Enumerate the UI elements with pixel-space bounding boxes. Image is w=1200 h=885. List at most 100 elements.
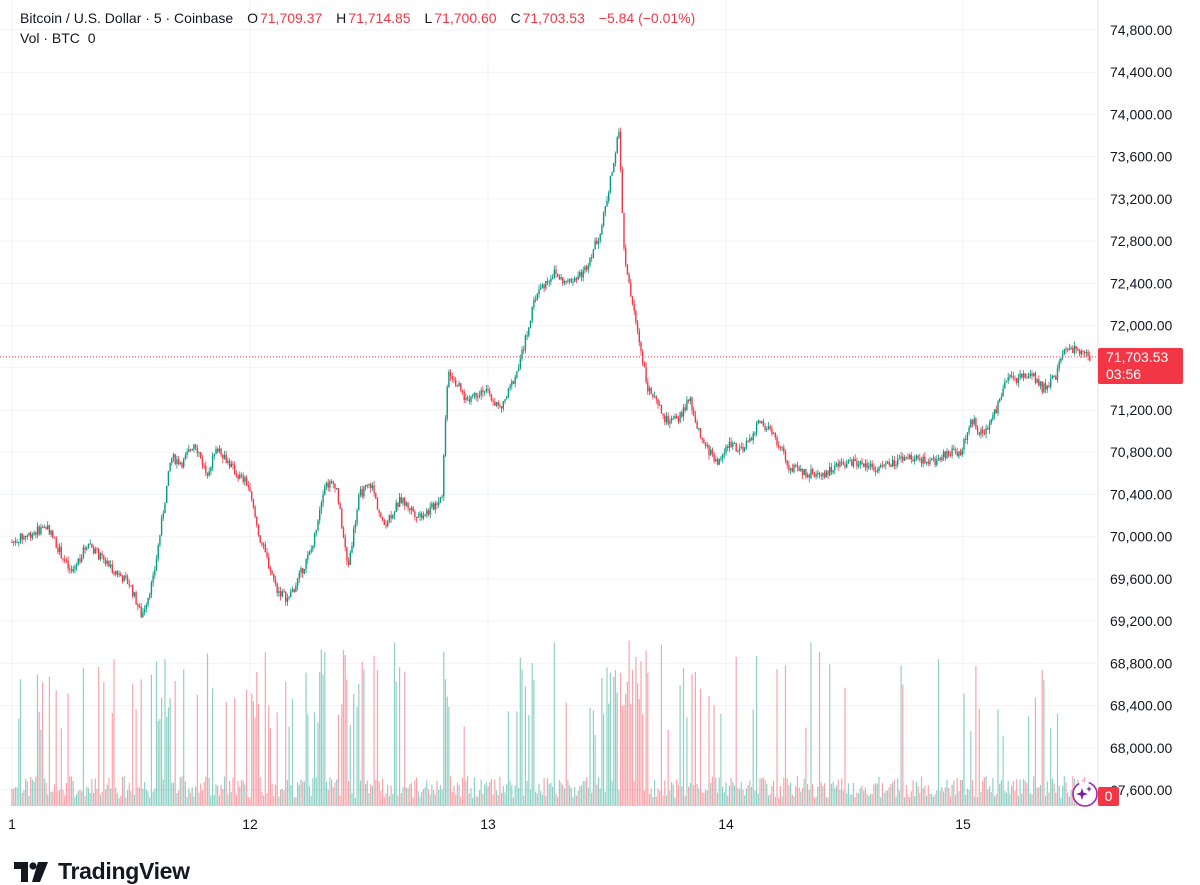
volume-bar xyxy=(295,796,297,806)
volume-bar xyxy=(25,778,27,806)
candle-body xyxy=(936,459,938,465)
candle-body xyxy=(75,564,78,567)
volume-bar xyxy=(366,780,368,806)
candle-body xyxy=(254,507,256,517)
candle-body xyxy=(366,485,368,487)
volume-bar xyxy=(766,783,768,806)
candle-body xyxy=(993,409,996,415)
candle-body xyxy=(451,376,453,379)
volume-bar xyxy=(314,712,316,806)
volume-bar xyxy=(977,797,979,806)
candle-body xyxy=(886,461,889,464)
candle-body xyxy=(298,572,300,579)
tradingview-branding[interactable]: TradingView xyxy=(14,858,190,885)
candle-body xyxy=(640,342,642,352)
candle-body xyxy=(235,474,238,476)
symbol-title[interactable]: Bitcoin / U.S. Dollar · 5 · Coinbase xyxy=(20,10,234,26)
candle-body xyxy=(871,463,873,468)
candle-body xyxy=(519,358,521,369)
volume-bar xyxy=(875,782,877,806)
candle-body xyxy=(1084,351,1086,354)
candle-body xyxy=(657,399,659,405)
candle-body xyxy=(900,456,902,459)
volume-bar xyxy=(597,777,600,806)
volume-bar xyxy=(142,788,144,806)
volume-bar xyxy=(818,651,821,806)
candle-body xyxy=(364,485,367,487)
volume-bar xyxy=(47,794,49,806)
volume-bar xyxy=(762,777,764,806)
volume-bar xyxy=(512,797,515,806)
volume-bar xyxy=(205,776,207,806)
volume-bar xyxy=(645,650,647,806)
candle-body xyxy=(285,592,287,602)
volume-bar xyxy=(830,783,832,806)
candle-body xyxy=(579,272,581,276)
volume-bar xyxy=(1058,785,1060,806)
candle-body xyxy=(829,467,831,476)
candle-body xyxy=(456,385,459,387)
magic-sparkle-icon[interactable] xyxy=(1071,780,1099,808)
volume-bar xyxy=(334,782,336,806)
candle-body xyxy=(121,576,124,582)
candle-body xyxy=(737,450,739,452)
candle-body xyxy=(138,606,141,608)
volume-bar xyxy=(990,792,992,806)
candle-body xyxy=(200,452,202,459)
volume-bar xyxy=(399,667,401,806)
candle-body xyxy=(349,552,351,565)
candle-body xyxy=(577,275,579,280)
candle-body xyxy=(244,477,246,482)
change-value: −5.84 (−0.01%) xyxy=(598,10,696,26)
volume-bar xyxy=(193,796,195,806)
candle-body xyxy=(116,571,119,575)
volume-bar xyxy=(586,777,588,806)
volume-bar xyxy=(431,784,433,806)
volume-bar xyxy=(776,669,778,806)
volume-bar xyxy=(434,794,436,806)
candle-body xyxy=(681,412,683,417)
volume-bar xyxy=(849,794,851,806)
candle-body xyxy=(176,459,178,464)
time-axis[interactable]: 1 12 13 14 15 xyxy=(8,816,971,832)
volume-bar xyxy=(603,713,605,806)
candle-body xyxy=(704,442,707,446)
candle-body xyxy=(555,269,557,274)
candle-body xyxy=(626,264,629,275)
candle-body xyxy=(186,451,188,456)
candle-body xyxy=(954,450,957,453)
volume-bar xyxy=(856,792,858,806)
candle-body xyxy=(125,575,127,578)
volume-bar xyxy=(813,797,815,806)
candle-body xyxy=(946,451,948,459)
volume-bar xyxy=(162,779,164,806)
volume-bar xyxy=(121,776,124,806)
candle-body xyxy=(344,537,346,548)
candle-body xyxy=(694,415,697,422)
volume-bar xyxy=(954,794,957,806)
volume-bar xyxy=(706,790,708,806)
candle-body xyxy=(89,543,91,545)
candle-body xyxy=(635,310,637,323)
candle-body xyxy=(268,557,270,569)
volume-label[interactable]: Vol · BTC xyxy=(20,30,80,46)
close-value: 71,703.53 xyxy=(522,10,585,26)
volume-bar xyxy=(79,789,81,806)
volume-bar xyxy=(725,782,727,806)
price-axis[interactable]: 74,800.00 74,400.00 74,000.00 73,600.00 73,2… xyxy=(1110,22,1172,798)
candle-body xyxy=(533,299,535,307)
candle-body xyxy=(689,397,691,401)
candle-body xyxy=(823,472,826,478)
candle-body xyxy=(516,371,518,378)
candle-body xyxy=(87,543,90,549)
candle-body xyxy=(113,572,115,575)
candle-body xyxy=(517,368,520,372)
volume-bar xyxy=(286,780,288,806)
candle-body xyxy=(859,461,861,465)
volume-bar xyxy=(382,778,384,806)
candle-body xyxy=(614,153,617,164)
candle-body xyxy=(524,335,527,351)
volume-bar xyxy=(356,707,358,806)
candle-body xyxy=(1043,383,1045,393)
